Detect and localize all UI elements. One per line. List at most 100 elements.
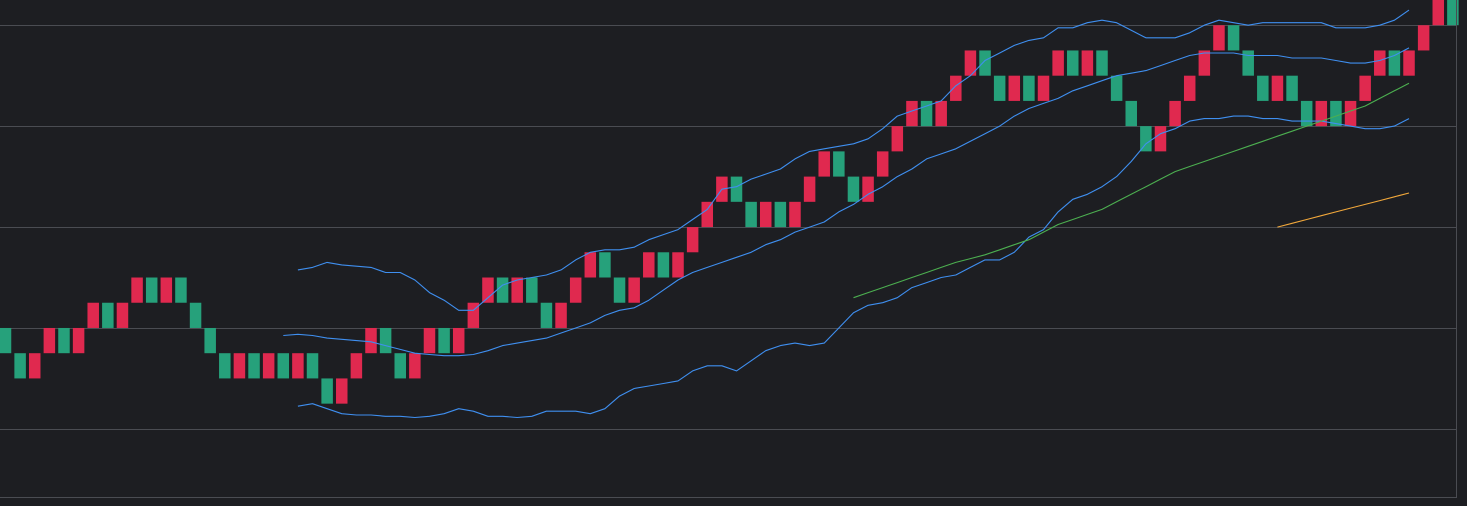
indicator-layer [283,9,1410,419]
renko-brick-up [102,302,114,328]
renko-brick-up [599,252,611,278]
renko-brick-down [803,176,816,202]
renko-brick-down [643,252,655,278]
renko-brick-down [131,277,143,303]
renko-brick-up [1300,100,1313,127]
renko-brick-up [833,151,845,177]
renko-brick-down [1037,75,1050,101]
renko-brick-up [1067,50,1079,76]
renko-brick-down [672,252,684,278]
renko-brick-up [526,277,538,303]
renko-brick-down [409,353,421,379]
renko-brick-down [584,252,597,278]
brick-layer [0,0,1459,404]
renko-brick-up [730,176,743,202]
moving-average-orange-line [1277,192,1410,228]
renko-brick-down [1374,50,1386,76]
renko-brick-up [774,201,787,228]
grid-layer [0,25,1457,430]
renko-brick-down [423,327,436,354]
renko-brick-down [1403,50,1415,76]
renko-brick-down [891,126,904,152]
renko-brick-up [657,252,670,278]
renko-brick-down [1183,75,1196,101]
bollinger-middle-line [283,47,1410,357]
renko-brick-down [1213,25,1225,51]
renko-brick-up [306,353,319,379]
renko-brick-down [365,327,377,354]
renko-brick-down [116,302,129,328]
renko-brick-up [1125,100,1137,127]
renko-brick-down [1432,0,1445,26]
renko-brick-up [1388,50,1401,76]
renko-brick-down [467,302,480,328]
renko-brick-up [847,176,860,202]
renko-brick-up [540,302,553,328]
renko-brick-down [1315,100,1328,127]
bollinger-upper-line [297,9,1410,311]
renko-brick-up [1242,50,1254,76]
renko-brick-down [87,302,99,328]
renko-brick-up [613,277,626,303]
renko-brick-up [1227,25,1240,51]
renko-brick-up [204,327,216,354]
renko-brick-up [189,302,202,328]
renko-brick-down [1169,100,1181,127]
renko-brick-down [262,353,275,379]
renko-brick-up [58,327,70,354]
renko-brick-down [28,353,41,379]
moving-average-green-line [853,82,1410,299]
renko-brick-up [1023,75,1035,101]
renko-brick-down [789,201,801,228]
renko-brick-up [394,353,406,379]
renko-brick-up [1286,75,1298,101]
renko-brick-up [219,353,231,379]
renko-brick-up [248,353,260,379]
renko-brick-up [920,100,933,127]
renko-brick-down [759,201,772,228]
renko-brick-down [1417,25,1430,51]
renko-brick-up [14,353,26,379]
renko-brick-down [950,75,962,101]
renko-brick-down [511,277,523,303]
renko-brick-up [1110,75,1123,101]
bollinger-lower-line [297,115,1410,419]
renko-brick-down [1359,75,1371,101]
renko-brick-up [1257,75,1269,101]
renko-brick-down [1008,75,1021,101]
renko-brick-down [906,100,918,127]
renko-brick-up [1140,126,1152,152]
renko-brick-down [935,100,947,127]
renko-brick-up [0,327,12,354]
renko-brick-down [701,201,714,228]
renko-brick-down [72,327,85,354]
renko-brick-up [145,277,158,303]
renko-brick-down [1198,50,1211,76]
renko-brick-down [233,353,246,379]
renko-brick-down [686,227,699,253]
renko-brick-up [438,327,450,354]
renko-brick-down [964,50,977,76]
renko-brick-up [745,201,757,228]
renko-brick-down [336,378,348,404]
renko-brick-up [1447,0,1459,26]
renko-brick-down [628,277,640,303]
renko-brick-up [379,327,392,354]
renko-brick-up [993,75,1006,101]
renko-brick-down [569,277,582,303]
renko-brick-down [1344,100,1357,127]
renko-brick-up [175,277,187,303]
renko-brick-up [1096,50,1108,76]
renko-brick-down [876,151,889,177]
renko-brick-down [43,327,56,354]
renko-brick-down [862,176,874,202]
renko-brick-down [292,353,304,379]
renko-brick-down [1271,75,1284,101]
renko-brick-down [350,353,363,379]
renko-brick-down [555,302,567,328]
renko-brick-down [452,327,465,354]
renko-brick-up [979,50,991,76]
